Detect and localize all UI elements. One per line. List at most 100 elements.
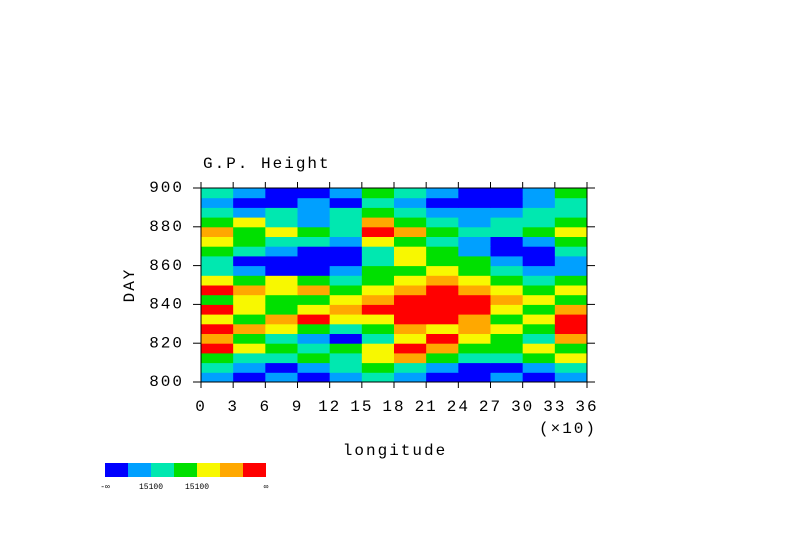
heat-cell [490,333,524,344]
heat-cell [394,217,427,228]
heat-cell [201,362,234,373]
heat-cell [297,362,331,373]
heat-cell [554,188,588,199]
heat-cell [426,352,459,364]
heat-cell [329,362,363,373]
heat-cell [329,343,363,354]
heat-cell [458,188,491,199]
x-tick-label: 30 [511,398,534,416]
heat-cell [233,246,266,257]
heat-cell [522,372,556,383]
heat-cell [361,362,395,373]
heat-cell [329,275,363,286]
heat-cell [458,207,491,218]
heat-cell [201,343,234,354]
heat-cell [522,226,556,237]
x-tick-label: 3 [227,398,239,416]
heat-cell [394,226,427,237]
heat-cell [490,352,524,364]
heat-cell [394,197,427,208]
heat-cell [458,246,491,257]
heat-cell [394,188,427,199]
heat-cell [554,294,588,305]
heat-cell [522,333,556,344]
heat-cell [265,236,298,247]
heat-cell [297,226,331,237]
heat-cell [490,275,524,286]
heat-cell [490,294,524,305]
heat-cell [361,236,395,247]
heat-cell [233,285,266,296]
heat-cell [329,197,363,208]
heat-cell [426,304,459,315]
heat-cell [265,333,298,344]
heat-cell [297,285,331,296]
colorbar-swatch [220,463,243,477]
heat-cell [201,323,234,334]
heat-cell [522,207,556,218]
heat-cell [522,197,556,208]
heat-cell [522,314,556,325]
colorbar-swatch [128,463,151,477]
heat-cell [233,265,266,276]
heat-cell [201,275,234,286]
heat-cell [265,255,298,267]
heat-cell [490,236,524,247]
heat-cell [361,246,395,257]
heat-cell [458,285,491,296]
y-axis-label: DAY [121,268,139,303]
heat-cell [554,343,588,354]
heat-cell [522,285,556,296]
x-tick-label: 21 [415,398,438,416]
y-tick-label: 860 [149,257,184,275]
heat-cell [426,343,459,354]
heat-cell [201,265,234,276]
heat-cell [522,265,556,276]
heat-cell [329,333,363,344]
heat-cell [522,294,556,305]
heat-cell [394,265,427,276]
y-tick-label: 900 [149,179,184,197]
heat-cell [233,294,266,305]
heat-cell [394,246,427,257]
heat-cell [361,352,395,364]
heat-cell [297,372,331,383]
heat-cell [458,304,491,315]
heat-cell [522,362,556,373]
x-tick-label: 18 [382,398,405,416]
heat-cell [361,314,395,325]
heat-cell [233,372,266,383]
heat-cell [522,255,556,267]
heat-cell [490,226,524,237]
heat-cell [265,323,298,334]
heat-cell [329,294,363,305]
heat-cell [554,246,588,257]
heat-cell [394,323,427,334]
heat-cell [490,314,524,325]
heat-cell [522,304,556,315]
heat-cell [361,255,395,267]
heat-cell [490,188,524,199]
heat-cell [426,188,459,199]
x-tick-label: 36 [575,398,598,416]
heat-cell [329,314,363,325]
heat-cell [233,197,266,208]
heat-cell [233,314,266,325]
colorbar-swatch [197,463,220,477]
heat-cell [458,265,491,276]
x-tick-label: 12 [318,398,341,416]
x-axis-multiplier: (×10) [539,420,597,438]
heat-cell [297,246,331,257]
heat-cell [201,352,234,364]
heat-cell [554,226,588,237]
heat-cell [554,304,588,315]
colorbar-label: 15100 [139,483,163,492]
heat-cell [554,265,588,276]
heat-cell [297,275,331,286]
heat-cell [426,265,459,276]
heat-cell [297,265,331,276]
heat-cell [394,333,427,344]
heat-cell [522,323,556,334]
heat-cell [265,285,298,296]
heat-cell [394,314,427,325]
